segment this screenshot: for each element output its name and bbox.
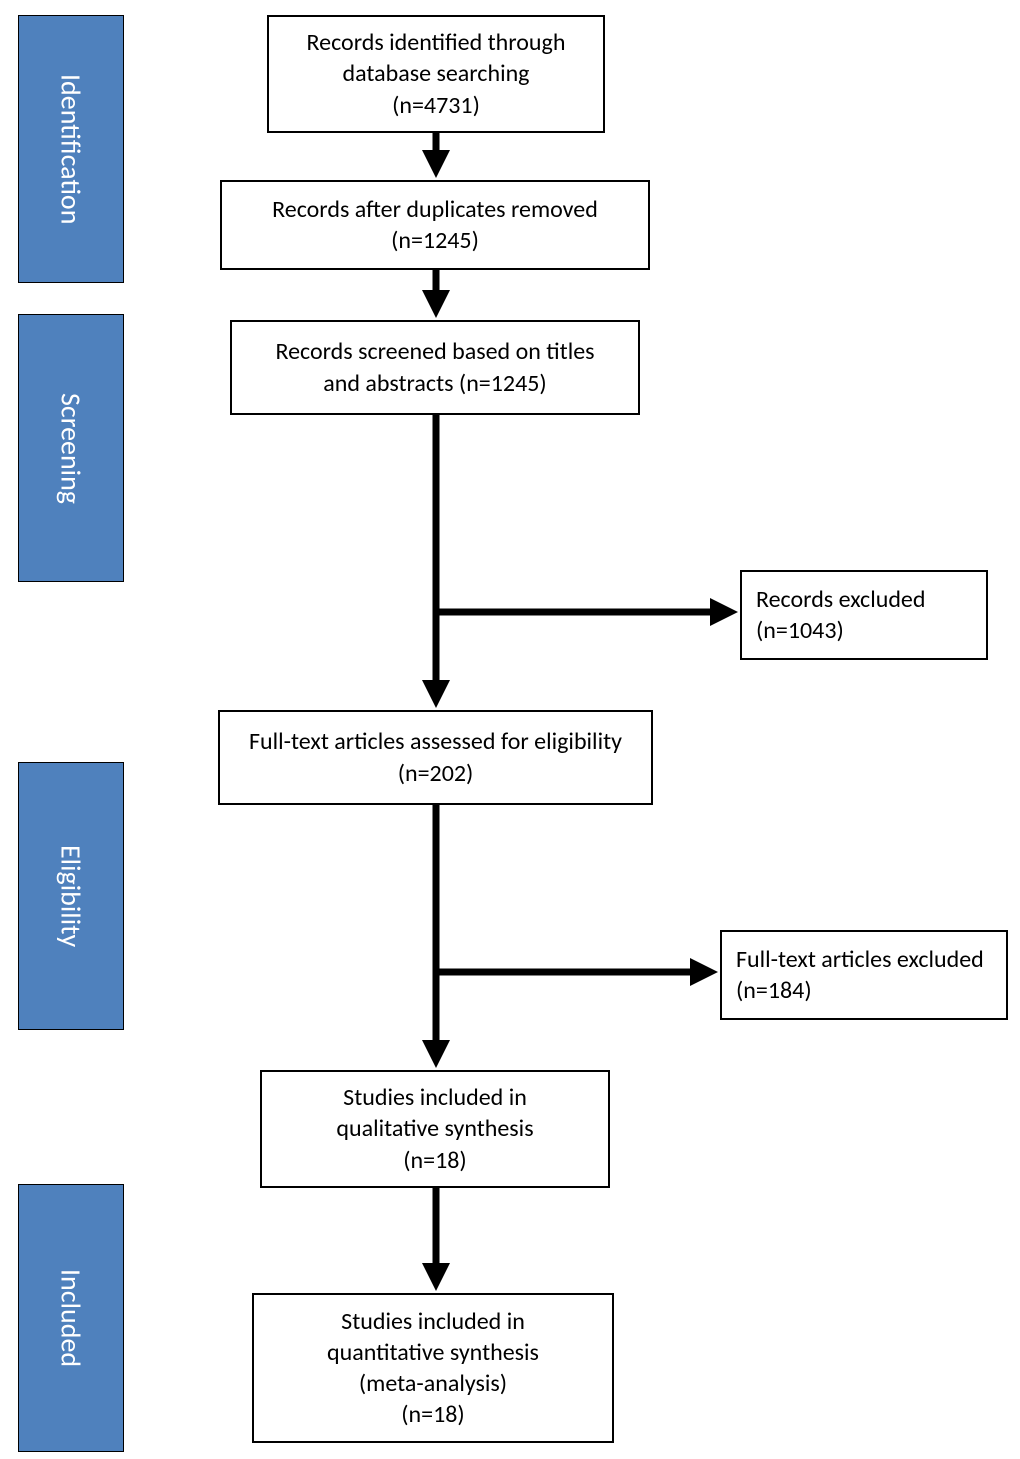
box-line: (n=184) [736,976,812,1005]
box-line: qualitative synthesis [336,1114,533,1143]
box-line: Records excluded [756,585,925,614]
stage-label-text: Screening [54,393,89,504]
stage-identification: Identification [18,15,124,283]
stage-screening: Screening [18,314,124,582]
box-line: Studies included in [343,1083,527,1112]
box-records-identified: Records identified through database sear… [267,15,605,133]
stage-eligibility: Eligibility [18,762,124,1030]
box-line: Studies included in [341,1307,525,1336]
box-duplicates-removed: Records after duplicates removed (n=1245… [220,180,650,270]
box-line: (n=18) [403,1146,466,1175]
box-line: Records screened based on titles [275,337,594,366]
box-line: quantitative synthesis [327,1338,539,1367]
box-line: (n=4731) [392,91,480,120]
box-line: (n=1245) [391,226,479,255]
box-records-screened: Records screened based on titles and abs… [230,320,640,415]
box-line: (n=1043) [756,616,844,645]
box-line: (meta-analysis) [359,1369,507,1398]
box-line: (n=202) [398,759,474,788]
box-line: and abstracts (n=1245) [323,369,546,398]
stage-label-text: Eligibility [54,845,89,947]
box-line: Records identified through [307,28,566,57]
box-line: (n=18) [401,1400,464,1429]
box-line: Full-text articles excluded [736,945,984,974]
box-fulltext-assessed: Full-text articles assessed for eligibil… [218,710,653,805]
stage-included: Included [18,1184,124,1452]
stage-label-text: Included [54,1269,89,1367]
box-quantitative: Studies included in quantitative synthes… [252,1293,614,1443]
box-line: Records after duplicates removed [272,195,598,224]
box-qualitative: Studies included in qualitative synthesi… [260,1070,610,1188]
stage-label-text: Identification [54,74,89,224]
box-fulltext-excluded: Full-text articles excluded (n=184) [720,930,1008,1020]
box-records-excluded: Records excluded (n=1043) [740,570,988,660]
box-line: Full-text articles assessed for eligibil… [249,727,622,756]
box-line: database searching [342,59,529,88]
